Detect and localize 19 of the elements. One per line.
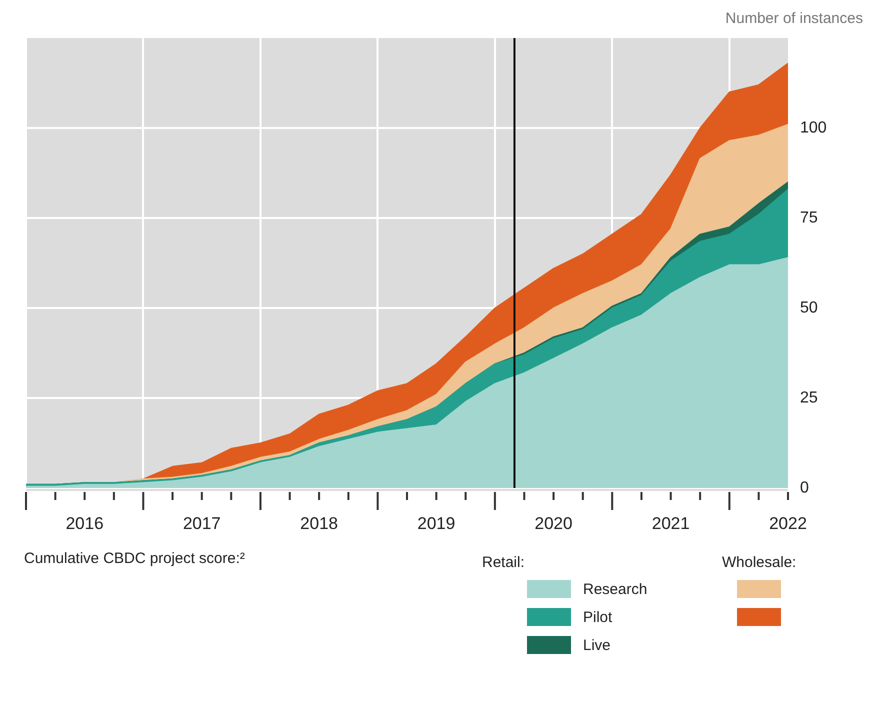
- y-tick-label: 25: [800, 389, 818, 406]
- legend-label: Live: [583, 636, 611, 654]
- legend-title: Cumulative CBDC project score:²: [24, 550, 245, 567]
- legend-label: Pilot: [583, 608, 612, 626]
- y-axis-title: Number of instances: [725, 10, 863, 27]
- x-tick-label: 2017: [182, 514, 221, 533]
- x-tick-label: 2018: [300, 514, 338, 533]
- text: Wholesale:: [722, 554, 796, 571]
- x-tick-label: 2021: [652, 514, 690, 533]
- x-tick-label: 2020: [534, 514, 572, 533]
- legend-label: Research: [583, 580, 648, 598]
- x-tick-label: 2019: [417, 514, 456, 533]
- text: Retail:: [482, 554, 525, 571]
- y-tick-label: 100: [800, 119, 827, 136]
- y-tick-label: 0: [800, 479, 809, 496]
- x-tick-label: 2022: [769, 514, 807, 533]
- x-tick-label: 2016: [66, 514, 104, 533]
- y-tick-label: 50: [800, 299, 818, 316]
- y-tick-label: 75: [800, 209, 818, 226]
